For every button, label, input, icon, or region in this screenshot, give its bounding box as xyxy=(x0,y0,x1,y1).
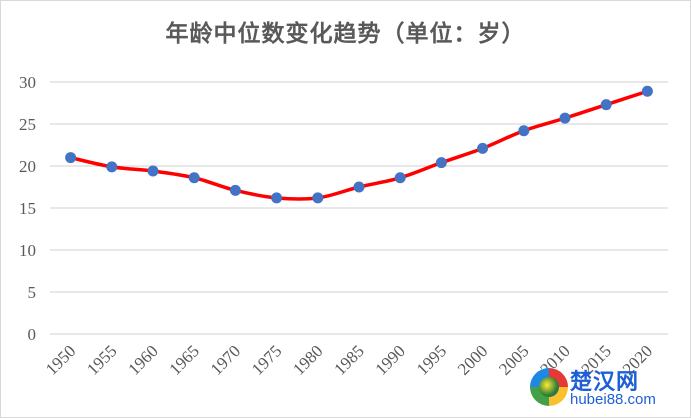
chart-title: 年龄中位数变化趋势（单位：岁） xyxy=(165,20,526,47)
x-tick-label: 1995 xyxy=(413,341,450,378)
y-tick-label: 0 xyxy=(28,325,37,344)
y-tick-label: 10 xyxy=(19,241,36,260)
x-tick-label: 1990 xyxy=(372,341,409,378)
data-point-marker xyxy=(477,142,489,154)
x-tick-label: 2000 xyxy=(454,341,491,378)
data-point-marker xyxy=(312,192,324,204)
x-tick-label: 1955 xyxy=(83,341,120,378)
data-point-marker xyxy=(641,85,653,97)
data-point-marker xyxy=(600,99,612,111)
x-tick-label: 1960 xyxy=(124,341,161,378)
x-tick-label: 1950 xyxy=(42,341,79,378)
watermark-logo-icon xyxy=(530,368,568,406)
y-tick-label: 30 xyxy=(19,73,36,92)
watermark-url: hubei88.com xyxy=(570,391,656,408)
data-point-marker xyxy=(353,181,365,193)
watermark-name: 楚汉网 xyxy=(570,370,640,395)
x-tick-label: 2005 xyxy=(495,341,532,378)
series-markers xyxy=(65,85,653,204)
data-point-marker xyxy=(229,184,241,196)
y-tick-label: 25 xyxy=(19,115,36,134)
watermark: 楚汉网 hubei88.com xyxy=(528,364,688,414)
y-tick-label: 15 xyxy=(19,199,36,218)
x-tick-label: 1970 xyxy=(207,341,244,378)
data-point-marker xyxy=(188,172,200,184)
y-tick-label: 5 xyxy=(28,283,37,302)
data-point-marker xyxy=(435,157,447,169)
y-tick-label: 20 xyxy=(19,157,36,176)
data-point-marker xyxy=(147,165,159,177)
data-point-marker xyxy=(518,125,530,137)
x-tick-label: 1965 xyxy=(166,341,203,378)
data-point-marker xyxy=(559,112,571,124)
data-point-marker xyxy=(271,192,283,204)
x-tick-label: 1980 xyxy=(289,341,326,378)
x-tick-label: 1975 xyxy=(248,341,285,378)
gridlines xyxy=(50,81,668,335)
data-point-marker xyxy=(65,152,77,164)
y-axis-ticks: 0 5 10 15 20 25 30 xyxy=(19,73,36,344)
data-point-marker xyxy=(106,161,118,173)
x-tick-label: 1985 xyxy=(330,341,367,378)
data-point-marker xyxy=(394,172,406,184)
